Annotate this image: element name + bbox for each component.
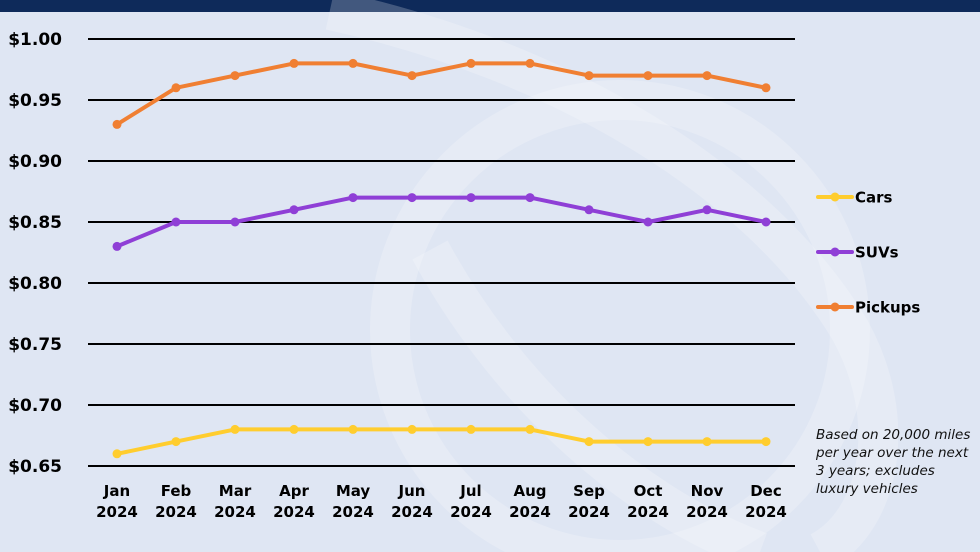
data-point-suvs: [112, 241, 122, 251]
data-point-cars: [230, 424, 240, 434]
y-tick-label: $0.95: [8, 91, 62, 111]
y-axis-ticks: $0.65 $0.70 $0.75 $0.80 $0.85 $0.90 $0.95 $1.00: [8, 30, 62, 477]
y-tick-label: $1.00: [8, 30, 62, 50]
x-tick-year: 2024: [568, 503, 610, 521]
series-line-suvs: [115, 195, 768, 249]
data-point-suvs: [584, 205, 594, 215]
data-point-cars: [289, 424, 299, 434]
x-tick-year: 2024: [627, 503, 669, 521]
data-point-pickups: [584, 71, 594, 81]
series-line-pickups: [115, 61, 768, 127]
data-point-cars: [584, 437, 594, 447]
legend-label-pickups: Pickups: [855, 299, 920, 317]
data-point-cars: [112, 449, 122, 459]
x-tick-label: Feb: [161, 482, 192, 500]
x-tick-year: 2024: [273, 503, 315, 521]
data-point-suvs: [761, 217, 771, 227]
data-point-pickups: [761, 83, 771, 93]
x-tick-year: 2024: [155, 503, 197, 521]
series-line-cars: [115, 427, 768, 456]
chart-footnote: Based on 20,000 miles per year over the …: [816, 427, 971, 497]
x-tick-year: 2024: [332, 503, 374, 521]
data-point-pickups: [230, 71, 240, 81]
y-tick-label: $0.70: [8, 396, 62, 416]
legend-marker-suvs: [830, 247, 840, 257]
data-point-cars: [407, 424, 417, 434]
data-point-pickups: [643, 71, 653, 81]
y-tick-label: $0.85: [8, 213, 62, 233]
x-tick-label: Nov: [691, 482, 724, 500]
x-tick-label: May: [336, 482, 371, 500]
data-point-pickups: [348, 58, 358, 68]
x-tick-year: 2024: [391, 503, 433, 521]
y-tick-label: $0.80: [8, 274, 62, 294]
data-point-pickups: [525, 58, 535, 68]
x-tick-label: Dec: [750, 482, 782, 500]
y-tick-label: $0.65: [8, 457, 62, 477]
legend-marker-cars: [830, 192, 840, 202]
data-point-cars: [348, 424, 358, 434]
legend-label-cars: Cars: [855, 189, 893, 207]
legend-label-suvs: SUVs: [855, 244, 899, 262]
x-tick-year: 2024: [96, 503, 138, 521]
data-point-cars: [761, 437, 771, 447]
data-point-suvs: [407, 193, 417, 203]
data-point-suvs: [525, 193, 535, 203]
x-tick-label: Aug: [513, 482, 546, 500]
data-point-suvs: [643, 217, 653, 227]
x-tick-label: Jun: [398, 482, 426, 500]
x-tick-label: Jul: [459, 482, 481, 500]
legend-marker-pickups: [830, 302, 840, 312]
data-point-suvs: [171, 217, 181, 227]
data-point-suvs: [230, 217, 240, 227]
data-point-cars: [643, 437, 653, 447]
background-watermark: [325, 0, 899, 552]
data-point-suvs: [289, 205, 299, 215]
data-point-suvs: [466, 193, 476, 203]
data-point-pickups: [702, 71, 712, 81]
y-tick-label: $0.90: [8, 152, 62, 172]
data-point-pickups: [171, 83, 181, 93]
x-tick-year: 2024: [686, 503, 728, 521]
data-point-cars: [525, 424, 535, 434]
data-point-cars: [466, 424, 476, 434]
x-tick-label: Sep: [573, 482, 605, 500]
x-tick-year: 2024: [745, 503, 787, 521]
x-tick-year: 2024: [214, 503, 256, 521]
data-point-cars: [171, 437, 181, 447]
top-banner: [0, 0, 980, 12]
data-point-pickups: [407, 71, 417, 81]
data-point-suvs: [348, 193, 358, 203]
data-point-pickups: [289, 58, 299, 68]
data-point-suvs: [702, 205, 712, 215]
data-point-cars: [702, 437, 712, 447]
y-tick-label: $0.75: [8, 335, 62, 355]
data-point-pickups: [466, 58, 476, 68]
x-axis-ticks: Jan 2024 Feb 2024 Mar 2024 Apr 2024 May 2024 Jun 20…: [96, 482, 787, 521]
x-tick-label: Mar: [219, 482, 252, 500]
x-tick-label: Jan: [103, 482, 130, 500]
legend: Cars SUVs Pickups: [816, 189, 920, 317]
data-point-pickups: [112, 119, 122, 129]
x-tick-label: Apr: [279, 482, 309, 500]
series-lines: [112, 58, 771, 459]
x-tick-year: 2024: [450, 503, 492, 521]
x-tick-year: 2024: [509, 503, 551, 521]
x-tick-label: Oct: [634, 482, 663, 500]
